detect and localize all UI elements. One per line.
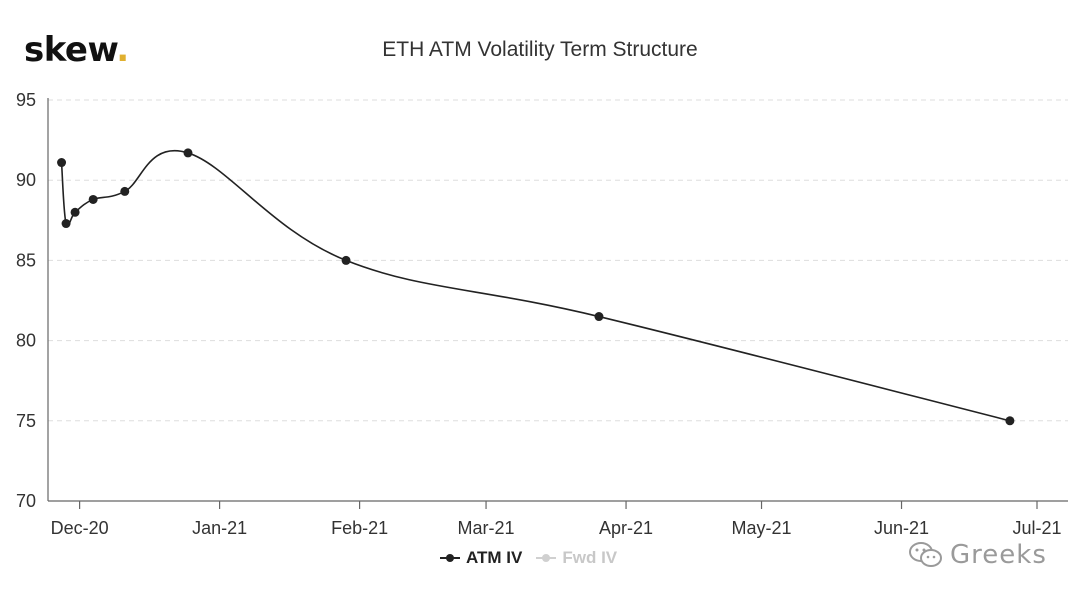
x-tick-label: Jun-21: [874, 518, 929, 538]
legend-item-fwd-iv[interactable]: Fwd IV: [536, 548, 617, 568]
y-tick-label: 75: [16, 411, 36, 431]
wechat-icon: [909, 542, 942, 567]
logo-text: skew: [24, 30, 117, 70]
grid-lines: [48, 99, 1068, 422]
legend-label-fwd-iv: Fwd IV: [562, 548, 618, 567]
x-tick-label: Jul-21: [1012, 518, 1061, 538]
data-point: [57, 158, 67, 168]
legend-marker-icon: [536, 552, 557, 564]
x-tick-label: Dec-20: [51, 518, 109, 538]
data-point: [1005, 416, 1015, 426]
y-tick-label: 85: [16, 250, 36, 270]
series-points-atm-iv: [57, 148, 1015, 426]
series-line-atm-iv: [60, 150, 1011, 422]
watermark-text: Greeks: [950, 540, 1047, 570]
chart-title: ETH ATM Volatility Term Structure: [382, 38, 698, 61]
legend-item-atm-iv[interactable]: ATM IV: [440, 548, 522, 568]
data-point: [594, 312, 604, 322]
data-point: [70, 207, 80, 217]
data-point: [88, 194, 98, 204]
x-tick-label: Mar-21: [458, 518, 515, 538]
x-tick-label: Apr-21: [599, 518, 653, 538]
chart-legend: ATM IV Fwd IV: [440, 548, 617, 568]
legend-marker-icon: [440, 552, 460, 564]
data-point: [183, 148, 193, 158]
x-tick-labels: Dec-20 Jan-21 Feb-21 Mar-21 Apr-21 May-21 Jun-…: [51, 518, 1062, 538]
y-tick-labels: 70 75 80 85 90 95: [16, 90, 36, 511]
watermark: Greeks: [908, 540, 1047, 570]
x-tick-label: Jan-21: [192, 518, 247, 538]
x-tick-label: Feb-21: [331, 518, 388, 538]
data-point: [61, 219, 71, 229]
y-tick-label: 80: [16, 331, 36, 351]
data-point: [120, 186, 130, 196]
axes: [47, 98, 1068, 509]
y-tick-label: 70: [16, 491, 36, 511]
y-tick-label: 90: [16, 170, 36, 190]
y-tick-label: 95: [16, 90, 36, 110]
logo-dot: .: [116, 30, 129, 70]
x-tick-label: May-21: [732, 518, 792, 538]
skew-logo: skew.: [24, 30, 129, 70]
data-point: [341, 255, 351, 265]
legend-label-atm-iv: ATM IV: [466, 548, 523, 567]
